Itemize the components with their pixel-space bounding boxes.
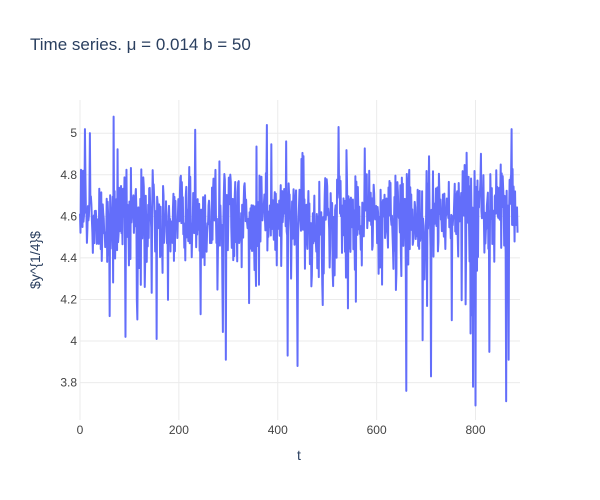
x-tick-label: 400	[268, 423, 288, 437]
chart-title: Time series. μ = 0.014 b = 50	[30, 35, 251, 54]
x-tick-label: 800	[465, 423, 485, 437]
y-tick-label: 3.8	[60, 376, 77, 390]
y-tick-label: 5	[70, 126, 77, 140]
y-tick-label: 4.8	[60, 168, 77, 182]
x-tick-label: 200	[169, 423, 189, 437]
y-tick-label: 4.2	[60, 292, 77, 306]
x-axis-title: t	[297, 447, 301, 463]
y-axis-title: $y^{1/4}$	[27, 231, 43, 289]
y-tick-label: 4.4	[60, 251, 77, 265]
y-tick-label: 4.6	[60, 209, 77, 223]
y-tick-label: 4	[70, 334, 77, 348]
x-axis: 0 200 400 600 800	[77, 423, 486, 437]
plot-area	[79, 115, 519, 407]
x-tick-label: 600	[367, 423, 387, 437]
x-tick-label: 0	[77, 423, 84, 437]
y-axis: 3.8 4 4.2 4.4 4.6 4.8 5	[60, 126, 77, 389]
series-line	[79, 115, 519, 407]
